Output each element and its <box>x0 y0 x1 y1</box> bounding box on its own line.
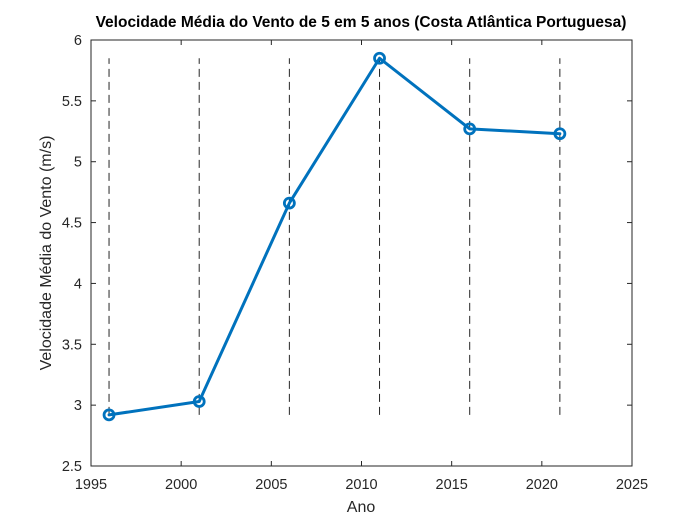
y-tick-label-6: 5.5 <box>62 94 82 110</box>
y-tick-label-3: 4 <box>74 276 82 292</box>
axes: 1995 2000 2005 2010 2015 2020 2025 2.5 3 3.5 4 4.5 5… <box>62 33 648 493</box>
series-group <box>102 51 567 422</box>
y-tick-label-5: 5 <box>74 155 82 171</box>
x-axis-label: Ano <box>347 499 376 516</box>
y-tick-label-0: 2.5 <box>62 459 82 475</box>
y-axis-label: Velocidade Média do Vento (m/s) <box>38 136 55 371</box>
plot-area <box>91 40 632 466</box>
x-tick-label-1: 2000 <box>165 477 197 493</box>
x-tick-label-5: 2020 <box>526 477 558 493</box>
data-point-4 <box>463 122 477 136</box>
data-point-1 <box>192 395 206 408</box>
y-tick-label-7: 6 <box>74 33 82 49</box>
data-point-3 <box>373 51 386 65</box>
x-tick-label-6: 2025 <box>616 477 648 493</box>
data-point-5 <box>553 127 567 141</box>
chart-title: Velocidade Média do Vento de 5 em 5 anos… <box>96 14 627 31</box>
data-point-2 <box>282 196 296 210</box>
y-tick-label-1: 3 <box>74 398 82 414</box>
x-tick-label-4: 2015 <box>436 477 468 493</box>
x-tick-label-0: 1995 <box>75 477 107 493</box>
data-point-0 <box>102 408 116 422</box>
series-line-0 <box>107 56 562 417</box>
y-tick-label-4: 4.5 <box>62 216 82 232</box>
x-tick-label-2: 2005 <box>255 477 287 493</box>
y-tick-label-2: 3.5 <box>62 337 82 353</box>
x-tick-label-3: 2010 <box>345 477 377 493</box>
reference-lines <box>108 58 561 415</box>
